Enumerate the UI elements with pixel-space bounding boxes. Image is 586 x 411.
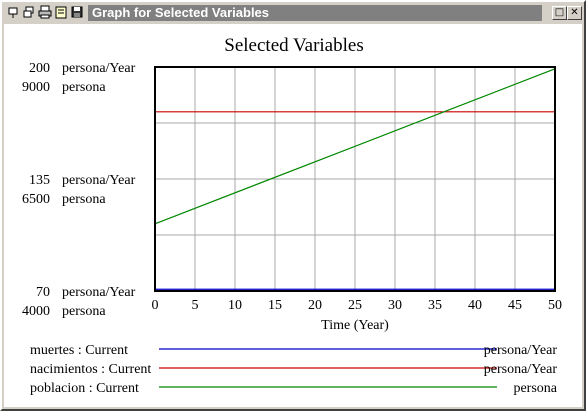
x-tick-label: 30	[388, 298, 402, 313]
y-tick-label: 200	[29, 61, 50, 76]
x-tick-label: 50	[548, 298, 562, 313]
chart-title: Selected Variables	[224, 35, 363, 56]
save-icon[interactable]	[70, 5, 84, 19]
print-icon[interactable]	[38, 5, 52, 19]
x-tick-label: 35	[428, 298, 442, 313]
legend-unit: persona/Year	[484, 362, 558, 377]
legend: muertes : Current persona/Year nacimientos…	[30, 343, 558, 396]
pin-icon[interactable]	[6, 5, 20, 19]
legend-label: nacimientos : Current	[30, 362, 151, 377]
y-unit-label: persona/Year	[62, 61, 136, 76]
x-tick-label: 20	[308, 298, 322, 313]
copy-icon[interactable]	[54, 5, 68, 19]
window-title: Graph for Selected Variables	[88, 5, 542, 21]
legend-label: poblacion : Current	[30, 381, 139, 396]
y-tick-labels: 200 persona/Year 9000 persona 135 persona/Yea…	[22, 61, 136, 319]
y-tick-label: 70	[36, 285, 50, 300]
legend-label: muertes : Current	[30, 343, 128, 358]
x-tick-label: 45	[508, 298, 522, 313]
y-unit-label: persona	[62, 80, 106, 95]
chart-series	[154, 68, 556, 290]
graph-content: Selected Variables 0 5 10 15 20 25 30 35 40 45 50 …	[4, 24, 582, 407]
y-tick-label: 135	[29, 173, 50, 188]
title-bar[interactable]: Graph for Selected Variables □ ✕	[4, 4, 582, 22]
close-button[interactable]: ✕	[567, 6, 582, 20]
x-tick-label: 15	[268, 298, 282, 313]
series-line	[154, 68, 556, 225]
y-tick-label: 4000	[22, 304, 50, 319]
legend-unit: persona	[513, 381, 557, 396]
chart: Selected Variables 0 5 10 15 20 25 30 35 40 45 50 …	[22, 35, 563, 396]
x-tick-label: 10	[228, 298, 242, 313]
x-tick-label: 25	[348, 298, 362, 313]
y-tick-label: 9000	[22, 80, 50, 95]
x-tick-label: 5	[192, 298, 199, 313]
y-tick-label: 6500	[22, 192, 50, 207]
x-axis-label: Time (Year)	[321, 318, 389, 333]
y-unit-label: persona	[62, 192, 106, 207]
y-unit-label: persona	[62, 304, 106, 319]
legend-unit: persona/Year	[484, 343, 558, 358]
y-unit-label: persona/Year	[62, 285, 136, 300]
restore-icon[interactable]	[22, 5, 36, 19]
maximize-button[interactable]: □	[552, 6, 567, 20]
x-tick-labels: 0 5 10 15 20 25 30 35 40 45 50	[152, 298, 563, 313]
plot-frame	[154, 66, 556, 292]
x-tick-label: 0	[152, 298, 159, 313]
y-unit-label: persona/Year	[62, 173, 136, 188]
chart-grid	[155, 67, 555, 291]
title-bar-toolbar	[6, 5, 84, 21]
x-tick-label: 40	[468, 298, 482, 313]
